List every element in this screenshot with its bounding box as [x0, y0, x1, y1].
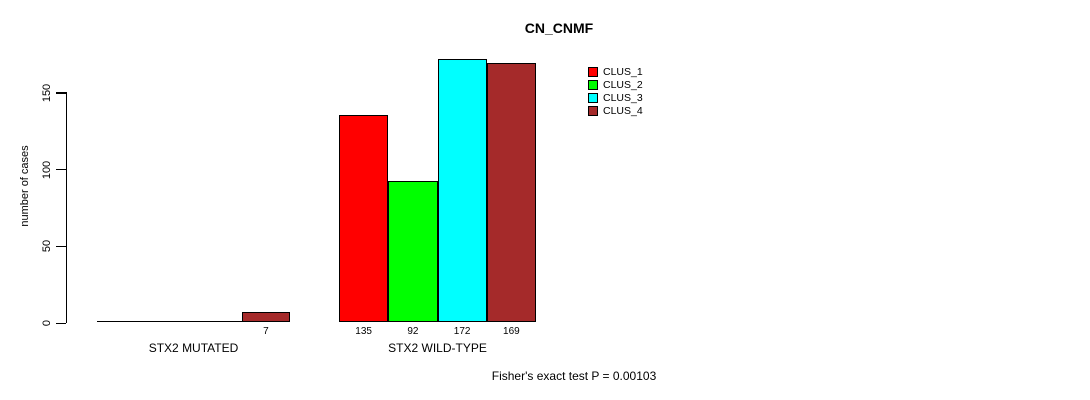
legend-item-label: CLUS_4	[603, 104, 643, 117]
bar-value-label: 7	[263, 326, 269, 337]
y-tick	[56, 92, 66, 94]
y-tick-label: 100	[41, 160, 53, 179]
bar-value-label: 92	[407, 326, 419, 337]
legend-item-label: CLUS_3	[603, 91, 643, 104]
bar-clus_4-1	[241, 311, 290, 323]
zero-baseline	[97, 321, 290, 323]
y-tick-label: 50	[41, 240, 53, 253]
y-tick-label: 150	[41, 83, 53, 103]
bar-clus_4-2	[486, 63, 536, 323]
y-tick-label: 0	[41, 319, 53, 327]
bar-clus_2-2	[388, 181, 438, 323]
legend-swatch-clus_1	[588, 66, 598, 77]
bar-value-label: 169	[503, 326, 520, 337]
legend-item: CLUS_1	[588, 65, 643, 78]
legend-item: CLUS_4	[588, 104, 643, 117]
legend: CLUS_1 CLUS_2 CLUS_3 CLUS_4	[588, 65, 643, 117]
y-axis	[66, 92, 68, 324]
legend-item: CLUS_2	[588, 78, 643, 91]
category-label: STX2 WILD-TYPE	[388, 341, 487, 355]
chart-title: CN_CNMF	[524, 20, 594, 36]
y-tick	[56, 245, 66, 248]
legend-item-label: CLUS_1	[603, 65, 643, 78]
y-tick	[56, 322, 66, 324]
legend-swatch-clus_3	[588, 92, 598, 103]
category-label: STX2 MUTATED	[148, 341, 239, 355]
bar-value-label: 135	[355, 326, 372, 337]
bar-clus_3-2	[437, 58, 487, 323]
stat-test-caption: Fisher's exact test P = 0.00103	[491, 369, 657, 383]
legend-item: CLUS_3	[588, 91, 643, 104]
bar-value-label: 172	[453, 326, 471, 337]
legend-swatch-clus_2	[588, 79, 598, 90]
legend-item-label: CLUS_2	[603, 78, 643, 91]
bar-clus_1-2	[339, 115, 389, 323]
legend-swatch-clus_4	[588, 105, 598, 116]
y-tick	[56, 169, 66, 171]
